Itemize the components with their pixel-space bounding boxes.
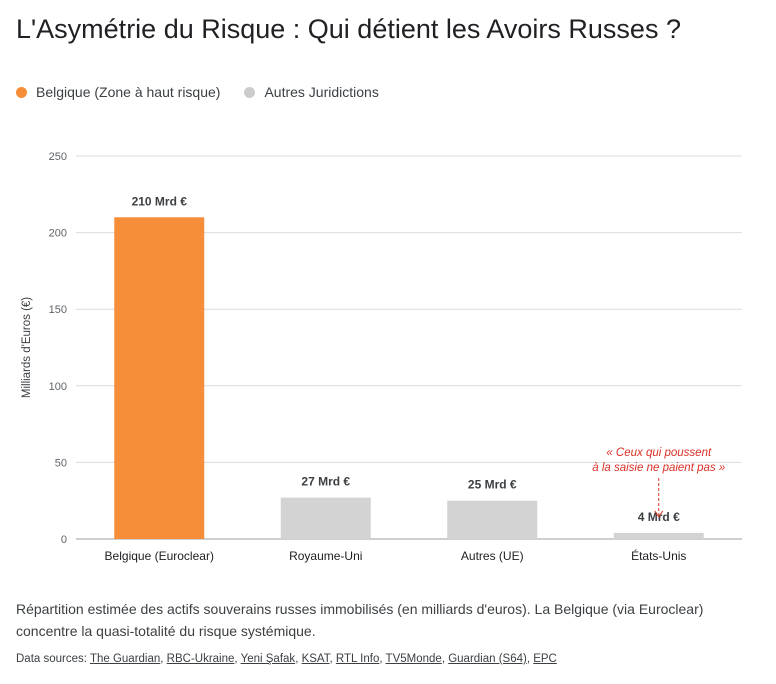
y-tick-label: 250 [49, 151, 67, 163]
legend-label: Belgique (Zone à haut risque) [36, 84, 221, 100]
legend-swatch-grey [244, 86, 256, 98]
bar-chart: 0 50 100 150 200 250 Milliards d'Euros (€) 210 … [21, 151, 742, 563]
legend-swatch-orange [16, 86, 27, 98]
source-link[interactable]: EPC [533, 653, 557, 665]
annotation-text: « Ceux qui poussent [606, 447, 712, 459]
source-link[interactable]: Guardian (S64) [448, 653, 527, 665]
data-label: 210 Mrd € [132, 194, 188, 208]
source-link[interactable]: Yeni Şafak [240, 653, 296, 665]
x-tick-label: Autres (UE) [461, 549, 524, 563]
source-link[interactable]: RBC-Ukraine [166, 653, 235, 665]
source-link[interactable]: The Guardian [89, 653, 161, 665]
bar [280, 497, 371, 539]
data-label: 25 Mrd € [468, 478, 517, 492]
x-tick-label: États-Unis [631, 548, 686, 563]
x-tick-label: Belgique (Euroclear) [105, 549, 214, 563]
annotation-arrow-head [654, 510, 664, 518]
data-sources: Data sources: The Guardian, RBC-Ukraine,… [16, 653, 557, 665]
y-tick-label: 150 [49, 304, 67, 316]
sources-prefix: Data sources: [16, 653, 87, 665]
chart-caption: Répartition estimée des actifs souverain… [16, 601, 704, 639]
source-link[interactable]: RTL Info [335, 653, 380, 665]
legend-label: Autres Juridictions [264, 84, 379, 100]
bar [613, 532, 704, 539]
x-tick-label: Royaume-Uni [289, 549, 362, 563]
legend-item-autres[interactable]: Autres Juridictions [244, 84, 379, 100]
source-link[interactable]: TV5Monde [385, 653, 442, 665]
bar [114, 217, 205, 539]
y-tick-label: 200 [49, 228, 67, 240]
legend-item-belgique[interactable]: Belgique (Zone à haut risque) [16, 84, 220, 100]
bar [447, 500, 538, 539]
y-tick-label: 100 [49, 381, 67, 393]
source-link[interactable]: KSAT [301, 653, 330, 665]
data-label: 27 Mrd € [301, 475, 350, 489]
y-tick-label: 0 [61, 534, 67, 546]
annotation-text: à la saisie ne paient pas » [592, 462, 725, 474]
y-axis-title: Milliards d'Euros (€) [21, 297, 33, 398]
chart-title: L'Asymétrie du Risque : Qui détient les … [16, 14, 681, 44]
y-tick-label: 50 [55, 457, 67, 469]
legend: Belgique (Zone à haut risque) Autres Jur… [16, 84, 403, 100]
